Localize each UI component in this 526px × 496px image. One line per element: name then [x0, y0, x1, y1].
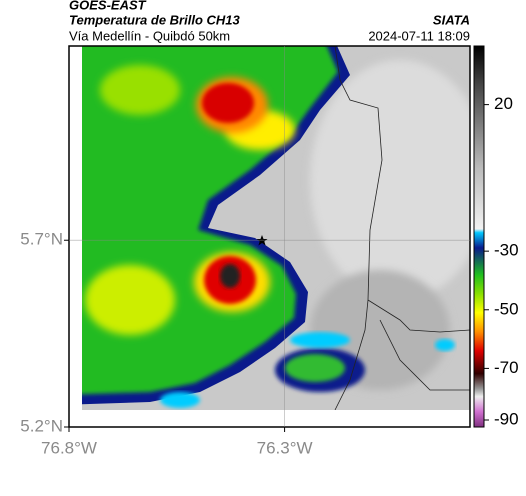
- colorbar-tick-label: -50: [494, 299, 519, 318]
- storm-core: [285, 354, 345, 382]
- cyan-area: [435, 339, 455, 351]
- imagery: [82, 46, 470, 410]
- lon-tick-label: 76.8°W: [41, 438, 97, 457]
- colorbar-tick-label: -90: [494, 409, 519, 428]
- border: [367, 299, 470, 333]
- colorbar-tick-label: -30: [494, 241, 519, 260]
- ticks: 76.8°W 76.3°W 5.7°N 5.2°N 20 -30 -50 -70 -90: [20, 46, 519, 457]
- lon-tick-label: 76.3°W: [257, 438, 313, 457]
- brand: SIATA: [433, 12, 470, 27]
- timestamp: 2024-07-11 18:09: [368, 28, 470, 43]
- lat-tick-label: 5.2°N: [20, 416, 63, 435]
- title: Temperatura de Brillo CH13: [69, 12, 241, 27]
- cold-top: [100, 65, 180, 115]
- cyan-area: [160, 392, 200, 408]
- gray-cloud: [310, 60, 470, 300]
- colorbar-tick-label: -70: [494, 358, 519, 377]
- cold-top: [202, 83, 254, 123]
- subtitle: Vía Medellín - Quibdó 50km: [69, 28, 230, 43]
- source: GOES-EAST: [69, 0, 147, 12]
- border: [379, 319, 470, 391]
- cyan-area: [290, 332, 350, 348]
- colorbar: [473, 45, 485, 428]
- border: [334, 46, 383, 410]
- coldest-top: [220, 264, 240, 288]
- colorbar-tick-label: 20: [494, 94, 513, 113]
- lat-tick-label: 5.7°N: [20, 230, 63, 249]
- cold-top: [85, 265, 175, 335]
- map-frame: [68, 45, 471, 428]
